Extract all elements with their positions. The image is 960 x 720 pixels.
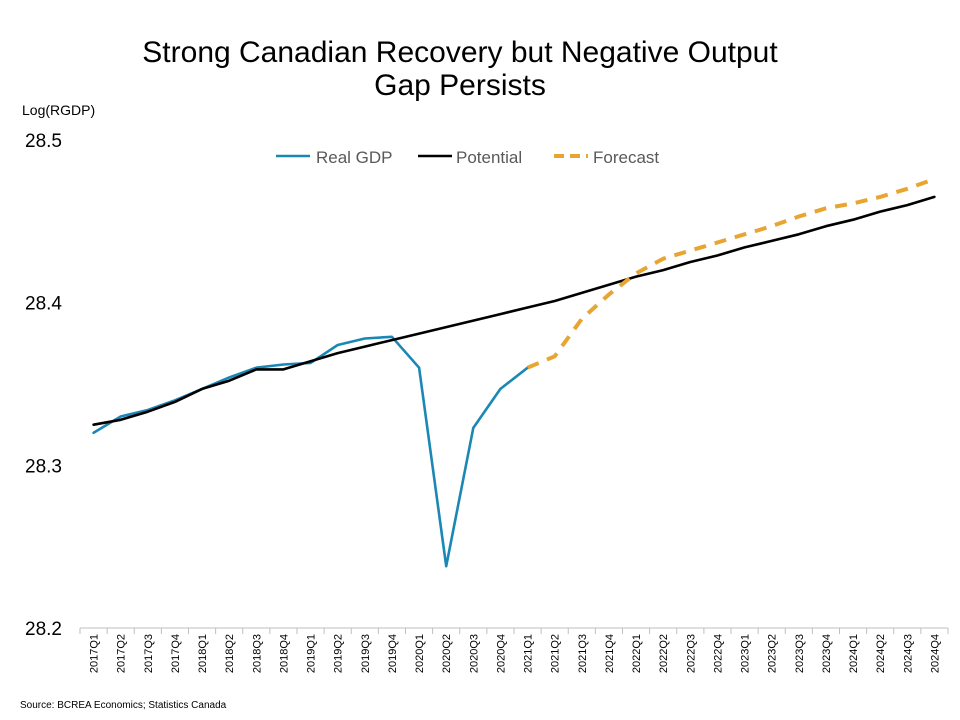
x-tick-label-2022Q3: 2022Q3: [685, 634, 697, 673]
x-tick-label-2018Q3: 2018Q3: [251, 634, 263, 673]
x-tick-label-2018Q1: 2018Q1: [197, 634, 209, 673]
x-tick-label-2021Q2: 2021Q2: [550, 634, 562, 673]
series-line-forecast: [526, 177, 936, 370]
x-tick-label-2021Q1: 2021Q1: [523, 634, 535, 673]
plot-lines: [92, 177, 936, 568]
x-tick-label-2022Q2: 2022Q2: [658, 634, 670, 673]
series-line-potential: [92, 195, 936, 426]
x-tick-label-2021Q4: 2021Q4: [604, 634, 616, 673]
y-tick-label-1: 28.3: [25, 456, 62, 477]
x-tick-label-2018Q4: 2018Q4: [278, 634, 290, 673]
x-tick-label-2019Q3: 2019Q3: [360, 634, 372, 673]
x-tick-label-2024Q4: 2024Q4: [929, 634, 941, 673]
x-tick-label-2020Q3: 2020Q3: [468, 634, 480, 673]
x-tick-label-2017Q3: 2017Q3: [143, 634, 155, 673]
x-tick-label-2023Q3: 2023Q3: [794, 634, 806, 673]
x-axis: 2017Q1 2017Q2 2017Q3 2017Q4 2018Q1 2018Q2 2018…: [79, 627, 949, 673]
chart-title-line-1: Strong Canadian Recovery but Negative Ou…: [142, 36, 778, 69]
x-tick-label-2017Q1: 2017Q1: [89, 634, 101, 673]
chart-title-line-2: Gap Persists: [374, 69, 546, 102]
x-tick-label-2023Q1: 2023Q1: [740, 634, 752, 673]
chart-title: Strong Canadian Recovery but Negative Ou…: [40, 36, 880, 102]
x-tick-label-2019Q4: 2019Q4: [387, 634, 399, 673]
x-tick-label-2020Q2: 2020Q2: [441, 634, 453, 673]
legend-label-forecast: Forecast: [593, 148, 659, 167]
x-tick-label-2017Q2: 2017Q2: [116, 634, 128, 673]
x-tick-label-2018Q2: 2018Q2: [224, 634, 236, 673]
x-tick-label-2021Q3: 2021Q3: [577, 634, 589, 673]
x-tick-label-2024Q1: 2024Q1: [848, 634, 860, 673]
y-axis: 28.2 28.3 28.4 28.5: [25, 131, 62, 640]
x-tick-label-2024Q2: 2024Q2: [875, 634, 887, 673]
y-axis-label: Log(RGDP): [22, 102, 96, 118]
legend: Real GDP Potential Forecast: [276, 148, 659, 167]
source-note: Source: BCREA Economics; Statistics Cana…: [20, 700, 227, 711]
x-tick-label-2022Q1: 2022Q1: [631, 634, 643, 673]
x-tick-label-2020Q1: 2020Q1: [414, 634, 426, 673]
series-line-real-gdp: [92, 335, 529, 568]
x-tick-label-2020Q4: 2020Q4: [495, 634, 507, 673]
y-tick-label-2: 28.4: [25, 294, 62, 315]
x-tick-label-2019Q2: 2019Q2: [333, 634, 345, 673]
legend-label-real-gdp: Real GDP: [316, 148, 393, 167]
x-tick-label-2023Q2: 2023Q2: [767, 634, 779, 673]
x-tick-label-2017Q4: 2017Q4: [170, 634, 182, 673]
y-tick-label-0: 28.2: [25, 619, 62, 640]
x-tick-label-2024Q3: 2024Q3: [902, 634, 914, 673]
x-tick-label-2019Q1: 2019Q1: [306, 634, 318, 673]
x-tick-label-2023Q4: 2023Q4: [821, 634, 833, 673]
x-tick-label-2022Q4: 2022Q4: [712, 634, 724, 673]
y-tick-label-3: 28.5: [25, 131, 62, 152]
legend-label-potential: Potential: [456, 148, 522, 167]
